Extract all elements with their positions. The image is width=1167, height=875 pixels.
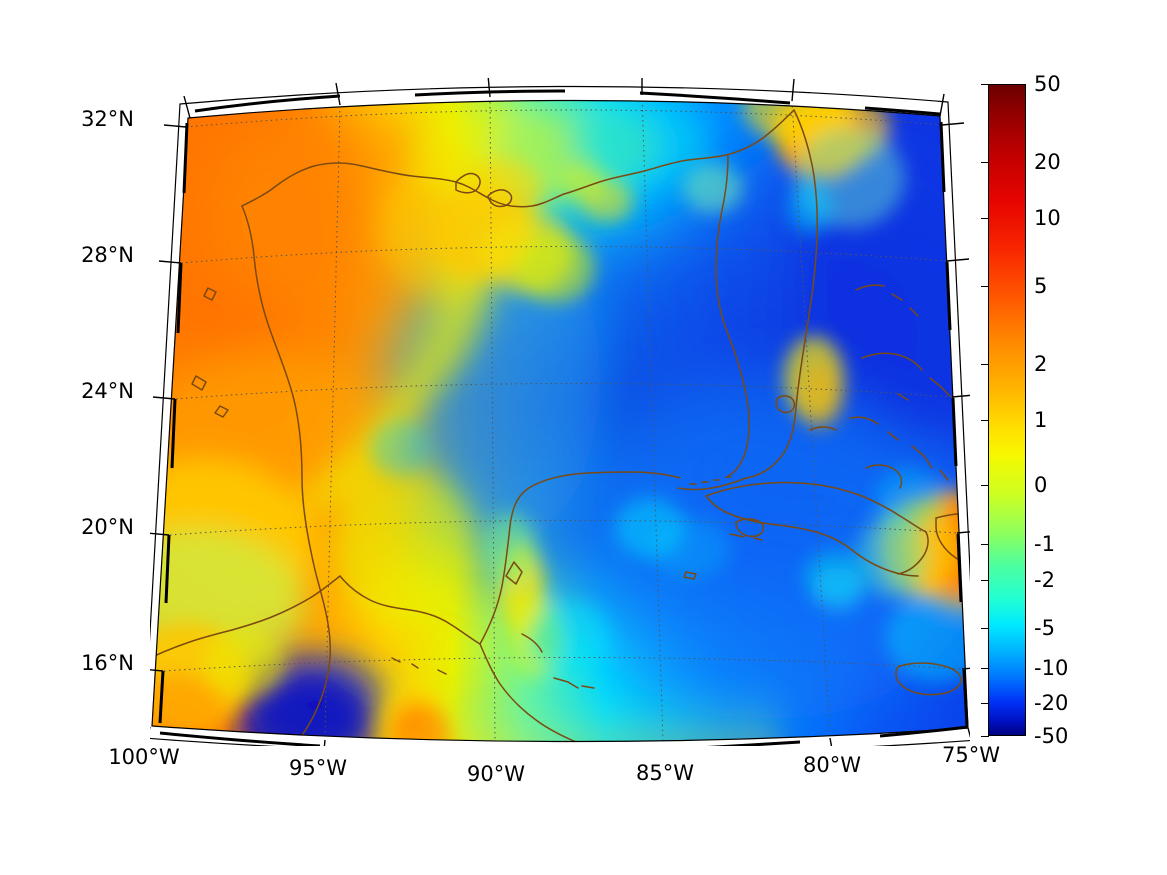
coastlines xyxy=(152,109,968,742)
lat-tick-label-16N: 16°N xyxy=(81,651,134,675)
colorbar-label-n1: -1 xyxy=(1034,531,1055,556)
colorbar-tick-n10 xyxy=(981,667,989,669)
lat-tick-label-32N: 32°N xyxy=(81,107,134,131)
colorbar-tick-n50 xyxy=(981,736,989,737)
lat-tick-label-24N: 24°N xyxy=(81,379,134,403)
colorbar-tick-n5 xyxy=(981,628,989,630)
colorbar-tick-5 xyxy=(981,286,989,288)
colorbar-tick-n20 xyxy=(981,703,989,705)
map-plot-area[interactable] xyxy=(150,78,970,746)
colorbar-label-20: 20 xyxy=(1034,149,1061,174)
lat-tick-label-28N: 28°N xyxy=(81,243,134,267)
lon-tick-label-90W: 90°W xyxy=(467,762,525,786)
colorbar-tick-2 xyxy=(981,364,989,366)
colorbar-label-2: 2 xyxy=(1034,352,1048,377)
lon-tick-label-85W: 85°W xyxy=(636,761,694,785)
colorbar-tick-0 xyxy=(981,484,989,486)
lon-tick-label-100W: 100°W xyxy=(108,745,180,769)
colorbar-gradient xyxy=(988,84,1026,736)
colorbar-label-1: 1 xyxy=(1034,407,1048,432)
data-field xyxy=(152,100,968,742)
colorbar-label-5: 5 xyxy=(1034,274,1048,299)
colorbar-tick-n2 xyxy=(981,579,989,581)
colorbar[interactable]: 50 20 10 5 2 1 0 -1 -2 -5 -10 -20 -50 xyxy=(981,72,1068,748)
colorbar-tick-20 xyxy=(981,161,989,163)
lon-tick-label-95W: 95°W xyxy=(289,756,347,780)
map-frame xyxy=(150,78,970,746)
colorbar-label-n10: -10 xyxy=(1034,655,1069,680)
lon-tick-label-80W: 80°W xyxy=(803,753,861,777)
map-clip xyxy=(150,78,970,746)
colorbar-label-10: 10 xyxy=(1034,205,1061,230)
colorbar-label-n5: -5 xyxy=(1034,616,1055,641)
colorbar-label-n50: -50 xyxy=(1034,724,1069,748)
colorbar-label-50: 50 xyxy=(1034,72,1061,96)
colorbar-label-n20: -20 xyxy=(1034,691,1069,716)
lon-tick-label-75W: 75°W xyxy=(942,743,1000,767)
colorbar-tick-1 xyxy=(981,419,989,421)
colorbar-tick-n1 xyxy=(981,543,989,545)
lat-tick-label-20N: 20°N xyxy=(81,515,134,539)
colorbar-label-0: 0 xyxy=(1034,472,1048,497)
map-canvas xyxy=(150,78,970,746)
colorbar-tick-50 xyxy=(981,84,989,85)
colorbar-label-n2: -2 xyxy=(1034,567,1055,592)
colorbar-tick-10 xyxy=(981,217,989,219)
